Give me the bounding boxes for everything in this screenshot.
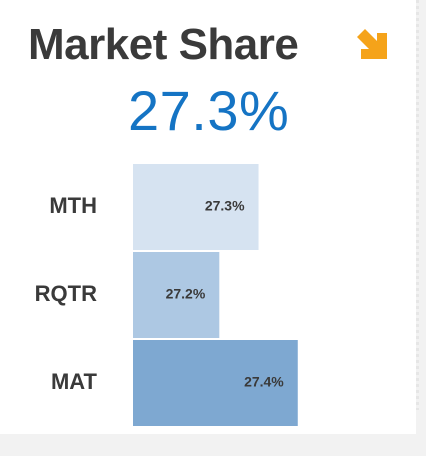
kpi-value: 27.3% xyxy=(128,79,290,142)
arrow-down-right-icon xyxy=(357,29,387,59)
bar-mat xyxy=(133,340,298,426)
category-label-mth: MTH xyxy=(49,193,97,218)
category-label-rqtr: RQTR xyxy=(35,281,97,306)
value-label-mat: 27.4% xyxy=(244,374,284,390)
market-share-bar-chart: MTH 27.3% RQTR 27.2% MAT 27.4% xyxy=(35,164,298,426)
card-divider xyxy=(416,0,419,410)
category-label-mat: MAT xyxy=(51,369,98,394)
value-label-mth: 27.3% xyxy=(205,198,245,214)
bar-rqtr xyxy=(133,252,220,338)
value-label-rqtr: 27.2% xyxy=(166,286,206,302)
bar-mth xyxy=(133,164,259,250)
trend-arrow-shape xyxy=(357,29,387,59)
card-title: Market Share xyxy=(28,20,299,69)
market-share-card: Market Share 27.3% MTH 27.3% RQTR 27.2% MAT 2… xyxy=(0,0,416,434)
